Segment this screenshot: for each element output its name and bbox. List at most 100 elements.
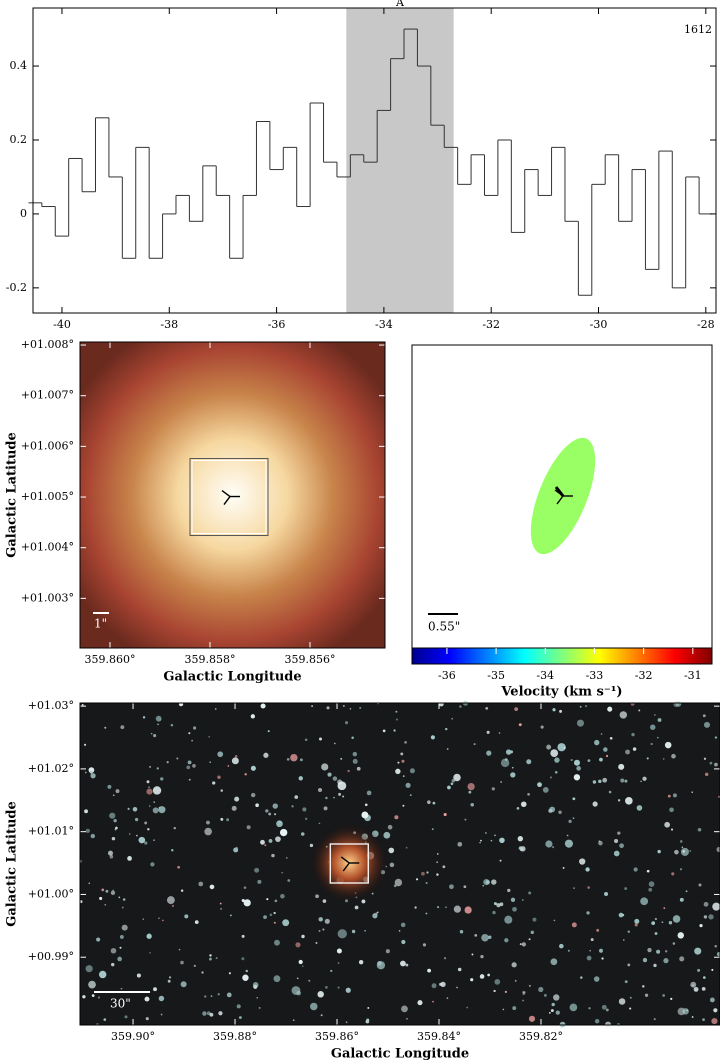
star [264, 844, 267, 847]
star [446, 997, 449, 999]
star [714, 762, 718, 767]
star [337, 962, 340, 964]
star [691, 791, 694, 794]
star [162, 919, 164, 922]
star [550, 1009, 554, 1013]
star [654, 932, 658, 935]
star [558, 810, 562, 814]
star [598, 779, 602, 784]
star [193, 964, 196, 967]
plot-frame [32, 7, 717, 314]
star [184, 914, 189, 919]
x-tick-label: 359.84° [417, 1030, 461, 1043]
star [589, 949, 591, 952]
star [104, 726, 107, 729]
star [394, 815, 399, 820]
star [672, 915, 681, 923]
star [709, 761, 713, 765]
star [321, 763, 329, 771]
star [243, 899, 251, 907]
star [244, 773, 247, 776]
star [459, 705, 462, 708]
star [682, 1008, 689, 1015]
star [351, 736, 354, 739]
star [485, 706, 489, 710]
star [619, 711, 628, 719]
star [146, 780, 150, 784]
source-marker [556, 495, 564, 505]
panel-label: 1612 [684, 23, 712, 36]
star [507, 888, 511, 893]
star [85, 828, 90, 833]
star [567, 949, 570, 952]
y-axis-label: Galactic Latitude [5, 801, 20, 927]
star [318, 787, 323, 793]
star [395, 718, 398, 721]
star [238, 1016, 242, 1020]
star [397, 761, 400, 764]
star [427, 800, 431, 804]
star [470, 978, 474, 982]
star [504, 990, 508, 994]
star [352, 758, 358, 764]
star [663, 907, 666, 909]
star [618, 998, 626, 1005]
star [511, 766, 514, 769]
star [322, 928, 325, 931]
star [619, 843, 624, 849]
star [409, 794, 412, 797]
star [173, 826, 176, 830]
star [514, 707, 519, 712]
colorbar-tick-label: -32 [635, 669, 653, 682]
star [432, 801, 436, 805]
star [669, 807, 674, 813]
star [294, 795, 299, 799]
star [474, 934, 478, 937]
star [326, 706, 330, 710]
star [134, 817, 139, 822]
star [191, 739, 193, 742]
star [499, 837, 505, 844]
star [607, 706, 613, 712]
star [352, 751, 358, 757]
star [417, 1000, 423, 1006]
star [572, 817, 575, 820]
star [90, 773, 96, 779]
star [573, 887, 575, 889]
star [376, 961, 386, 970]
star [657, 849, 661, 854]
star [414, 906, 417, 909]
star [445, 906, 447, 909]
star [401, 939, 406, 945]
star [186, 765, 191, 770]
star [115, 789, 120, 794]
star [499, 902, 504, 907]
star [585, 867, 590, 872]
star [112, 889, 115, 892]
star [299, 758, 303, 762]
star [654, 917, 658, 921]
star [689, 850, 692, 852]
star [613, 850, 620, 857]
star [482, 884, 485, 887]
star [453, 773, 461, 782]
star [219, 902, 222, 905]
star [349, 707, 352, 710]
star [449, 884, 454, 890]
star [653, 1018, 656, 1021]
star [517, 836, 524, 842]
star [491, 787, 495, 791]
star [226, 818, 230, 822]
y-axis-label: Galactic Latitude [5, 432, 20, 558]
star [144, 996, 150, 1002]
colorbar-tick-label: -36 [438, 669, 456, 682]
star [364, 803, 368, 807]
star [234, 796, 240, 802]
star [260, 839, 265, 845]
star [88, 767, 95, 774]
star [557, 743, 566, 752]
star [324, 918, 330, 924]
star [667, 794, 671, 798]
star [400, 960, 406, 967]
star [310, 1002, 318, 1011]
